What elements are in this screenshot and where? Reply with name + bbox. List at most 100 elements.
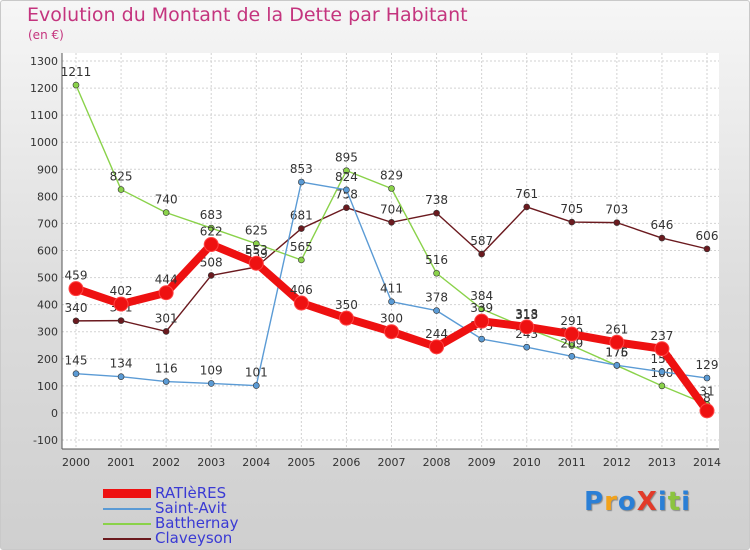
data-label-batthernay: 625 (245, 224, 268, 238)
y-tick-label: 1300 (30, 55, 58, 68)
data-label-saint-avit: 134 (110, 357, 133, 371)
logo-letter: i (657, 487, 668, 517)
y-tick-label: -100 (33, 434, 58, 447)
data-label-rati-res: 261 (605, 322, 628, 336)
data-label-batthernay: 1211 (61, 65, 92, 79)
data-label-claveyson: 703 (605, 203, 628, 217)
data-point-claveyson (613, 219, 621, 226)
data-label-saint-avit: 411 (380, 282, 403, 296)
y-tick-label: 600 (37, 245, 58, 258)
data-point-rati-res (203, 237, 219, 253)
data-label-claveyson: 705 (560, 202, 583, 216)
data-point-claveyson (388, 219, 395, 226)
y-tick-label: 0 (51, 407, 58, 420)
data-label-batthernay: 829 (380, 169, 403, 183)
data-point-batthernay (72, 81, 80, 89)
data-point-batthernay (117, 186, 125, 193)
data-point-rati-res (564, 326, 580, 342)
data-point-claveyson (433, 209, 440, 217)
data-point-batthernay (433, 269, 440, 277)
data-label-batthernay: 516 (425, 253, 448, 267)
data-point-saint-avit (568, 353, 576, 360)
data-point-rati-res (68, 281, 84, 297)
data-label-claveyson: 738 (425, 193, 448, 207)
data-label-rati-res: 339 (470, 301, 493, 315)
data-point-batthernay (478, 305, 485, 313)
data-label-saint-avit: 109 (200, 363, 223, 377)
data-label-rati-res: 553 (245, 243, 268, 257)
logo-letter: o (617, 487, 637, 517)
data-point-claveyson (658, 234, 666, 242)
x-tick-label: 2005 (287, 456, 315, 469)
data-point-claveyson (568, 218, 576, 226)
x-tick-label: 2011 (558, 456, 586, 469)
data-point-saint-avit (298, 178, 305, 186)
y-tick-label: 1200 (30, 82, 58, 95)
data-point-saint-avit (523, 343, 531, 351)
y-tick-label: 800 (37, 190, 58, 203)
y-tick-label: 300 (37, 326, 58, 339)
x-tick-label: 2014 (693, 456, 721, 469)
data-label-rati-res: 291 (560, 314, 583, 328)
data-label-rati-res: 406 (290, 283, 313, 297)
data-label-claveyson: 301 (155, 311, 178, 325)
y-tick-label: 200 (37, 353, 58, 366)
data-point-claveyson (117, 317, 125, 324)
data-point-rati-res (293, 295, 309, 311)
data-label-claveyson: 606 (696, 229, 719, 243)
x-tick-label: 2013 (648, 456, 676, 469)
legend-swatch (103, 508, 151, 510)
data-label-rati-res: 237 (650, 329, 673, 343)
data-point-batthernay (252, 240, 260, 248)
data-point-claveyson (72, 317, 80, 325)
y-tick-label: 100 (37, 380, 58, 393)
data-point-batthernay (568, 342, 576, 349)
x-tick-label: 2000 (62, 456, 90, 469)
data-point-claveyson (523, 203, 531, 211)
data-label-saint-avit: 176 (605, 345, 628, 359)
legend-swatch (103, 538, 151, 540)
logo-letter: X (636, 487, 658, 517)
x-tick-label: 2004 (242, 456, 270, 469)
y-tick-label: 1000 (30, 136, 58, 149)
data-point-saint-avit (117, 373, 125, 380)
data-point-batthernay (207, 224, 215, 232)
data-label-claveyson: 704 (380, 202, 403, 216)
data-point-batthernay (343, 167, 350, 174)
data-label-saint-avit: 209 (560, 336, 583, 350)
data-point-saint-avit (343, 186, 350, 194)
proxiti-logo: ProXiti (584, 487, 691, 517)
data-point-claveyson (343, 204, 350, 212)
data-label-batthernay: 175 (605, 346, 628, 360)
legend-label: Saint-Avit (155, 499, 227, 517)
data-point-rati-res (654, 341, 670, 357)
x-tick-label: 2006 (332, 456, 360, 469)
data-point-claveyson (298, 225, 305, 232)
data-point-rati-res (429, 339, 445, 355)
y-tick-label: 700 (37, 217, 58, 230)
data-label-rati-res: 402 (110, 284, 133, 298)
data-label-claveyson: 340 (65, 301, 88, 315)
data-point-saint-avit (703, 374, 711, 382)
logo-letter: P (584, 487, 605, 517)
data-point-rati-res (384, 324, 399, 340)
data-label-batthernay: 895 (335, 151, 358, 165)
data-point-rati-res (158, 285, 174, 301)
legend-swatch (103, 523, 151, 525)
data-label-claveyson: 646 (650, 218, 673, 232)
data-point-saint-avit (433, 307, 440, 314)
x-tick-label: 2002 (152, 456, 180, 469)
data-label-claveyson: 761 (515, 187, 538, 201)
y-tick-label: 500 (37, 272, 58, 285)
chart-title: Evolution du Montant de la Dette par Hab… (27, 4, 468, 26)
data-point-saint-avit (207, 380, 215, 387)
y-tick-label: 900 (37, 163, 58, 176)
data-label-claveyson: 681 (290, 209, 313, 223)
logo-letter: i (681, 487, 692, 517)
data-label-batthernay: 384 (470, 289, 493, 303)
data-label-saint-avit: 853 (290, 162, 313, 176)
data-label-batthernay: 825 (110, 170, 133, 184)
data-label-saint-avit: 824 (335, 170, 358, 184)
